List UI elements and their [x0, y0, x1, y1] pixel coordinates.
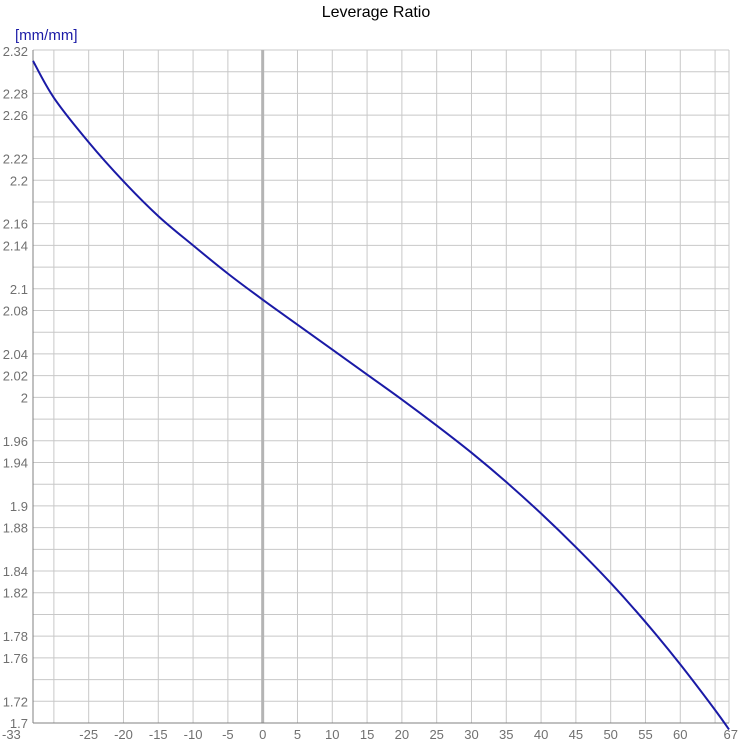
x-tick-label: 50 — [603, 727, 617, 742]
y-tick-label: 2.28 — [3, 86, 28, 101]
x-tick-label: 5 — [294, 727, 301, 742]
y-tick-label: 1.9 — [10, 499, 28, 514]
x-tick-label: -10 — [184, 727, 203, 742]
x-tick-label: 55 — [638, 727, 652, 742]
y-tick-label: 1.7 — [10, 716, 28, 731]
y-tick-label: 2 — [21, 390, 28, 405]
chart-title: Leverage Ratio — [322, 4, 431, 21]
x-tick-label: 20 — [395, 727, 409, 742]
x-tick-label: -25 — [79, 727, 98, 742]
x-tick-label: 35 — [499, 727, 513, 742]
x-gridlines — [53, 50, 730, 723]
y-axis-unit-label: [mm/mm] — [15, 27, 77, 44]
x-tick-label: 40 — [534, 727, 548, 742]
x-tick-label: 15 — [360, 727, 374, 742]
x-tick-label: 60 — [673, 727, 687, 742]
x-tick-label: -20 — [114, 727, 133, 742]
y-tick-label: 2.22 — [3, 152, 28, 167]
y-tick-label: 2.2 — [10, 173, 28, 188]
series-line — [32, 60, 730, 731]
x-tick-label: 25 — [429, 727, 443, 742]
y-tick-label: 2.04 — [3, 347, 28, 362]
x-tick-label: 10 — [325, 727, 339, 742]
x-tick-label: 45 — [569, 727, 583, 742]
y-tick-label: 2.1 — [10, 282, 28, 297]
y-tick-label: 1.94 — [3, 455, 28, 470]
y-tick-label: 1.72 — [3, 694, 28, 709]
x-tick-label: -33 — [2, 727, 21, 742]
y-tick-label: 1.88 — [3, 521, 28, 536]
x-tick-label: 67 — [724, 727, 738, 742]
x-tick-label: -5 — [222, 727, 234, 742]
y-tick-label: 2.32 — [3, 44, 28, 59]
y-tick-label: 1.76 — [3, 651, 28, 666]
y-tick-labels: 1.7 1.72 1.76 1.78 1.82 1.84 1.88 1.9 1.94 1.96 2 2… — [3, 44, 28, 731]
y-tick-label: 1.84 — [3, 564, 28, 579]
x-tick-labels: -33 -25 -20 -15 -10 -5 0 5 10 15 20 25 30 35 40 45 50 55 6… — [2, 727, 738, 742]
y-tick-label: 2.08 — [3, 304, 28, 319]
x-tick-label: -15 — [149, 727, 168, 742]
y-gridlines — [33, 49, 729, 724]
y-tick-label: 1.78 — [3, 629, 28, 644]
x-tick-label: 30 — [464, 727, 478, 742]
y-tick-label: 2.16 — [3, 217, 28, 232]
y-tick-label: 2.26 — [3, 108, 28, 123]
y-tick-label: 2.14 — [3, 238, 28, 253]
y-tick-label: 1.82 — [3, 586, 28, 601]
x-tick-label: 0 — [259, 727, 266, 742]
y-tick-label: 1.96 — [3, 434, 28, 449]
y-tick-label: 2.02 — [3, 369, 28, 384]
